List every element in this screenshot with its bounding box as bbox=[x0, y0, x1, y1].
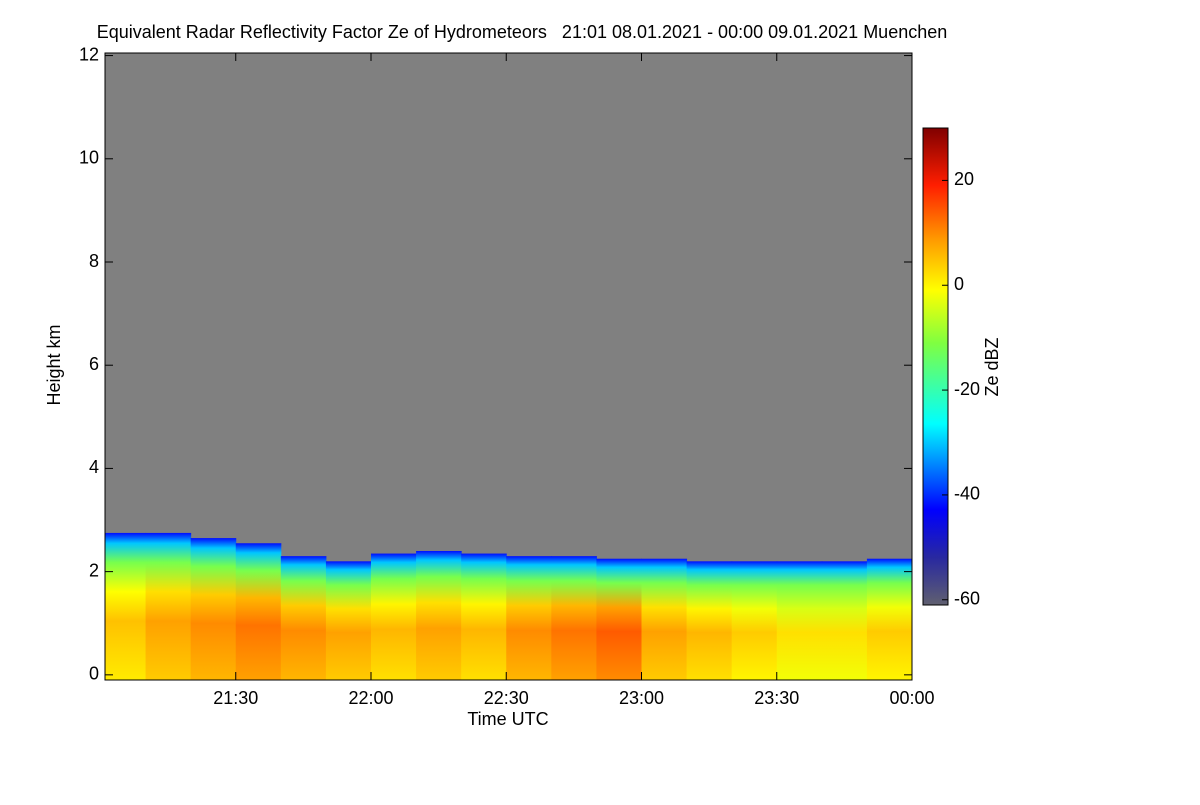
plot-frame bbox=[104, 52, 913, 681]
echo-column bbox=[145, 532, 192, 680]
echo-column bbox=[821, 561, 868, 680]
x-tick-label: 00:00 bbox=[889, 688, 934, 708]
y-tick-label: 4 bbox=[89, 457, 99, 477]
y-tick-label: 0 bbox=[89, 664, 99, 684]
x-tick-label: 23:00 bbox=[619, 688, 664, 708]
y-tick-label: 8 bbox=[89, 251, 99, 271]
chart-title: Equivalent Radar Reflectivity Factor Ze … bbox=[97, 22, 948, 42]
echo-column bbox=[325, 561, 372, 680]
echo-column bbox=[190, 538, 237, 680]
echo-column bbox=[506, 556, 552, 680]
echo-column bbox=[596, 558, 642, 680]
echo-column bbox=[370, 553, 417, 680]
echo-column bbox=[686, 561, 733, 680]
y-axis-label: Height km bbox=[44, 324, 64, 405]
colorbar bbox=[922, 127, 949, 606]
y-tick-label: 12 bbox=[79, 44, 99, 64]
echo-column bbox=[416, 550, 462, 680]
colorbar-tick-label: -20 bbox=[954, 379, 980, 399]
y-tick-label: 10 bbox=[79, 148, 99, 168]
colorbar-tick-label: -40 bbox=[954, 484, 980, 504]
echo-column bbox=[776, 561, 823, 680]
y-tick-label: 6 bbox=[89, 354, 99, 374]
colorbar-tick-label: 0 bbox=[954, 274, 964, 294]
echo-column bbox=[866, 558, 913, 680]
x-tick-label: 22:00 bbox=[348, 688, 393, 708]
y-tick-label: 2 bbox=[89, 560, 99, 580]
x-tick-label: 22:30 bbox=[484, 688, 529, 708]
x-tick-label: 21:30 bbox=[213, 688, 258, 708]
echo-column bbox=[731, 561, 778, 680]
colorbar-tick-label: -60 bbox=[954, 589, 980, 609]
colorbar-tick-label: 20 bbox=[954, 169, 974, 189]
echo-column bbox=[461, 553, 507, 680]
x-axis-label: Time UTC bbox=[467, 709, 548, 729]
colorbar-label: Ze dBZ bbox=[982, 337, 1002, 396]
echo-column bbox=[105, 532, 147, 680]
echo-column bbox=[235, 543, 282, 680]
echo-column bbox=[551, 556, 597, 680]
echo-column bbox=[280, 556, 327, 680]
x-tick-label: 23:30 bbox=[754, 688, 799, 708]
echo-column bbox=[641, 558, 688, 680]
